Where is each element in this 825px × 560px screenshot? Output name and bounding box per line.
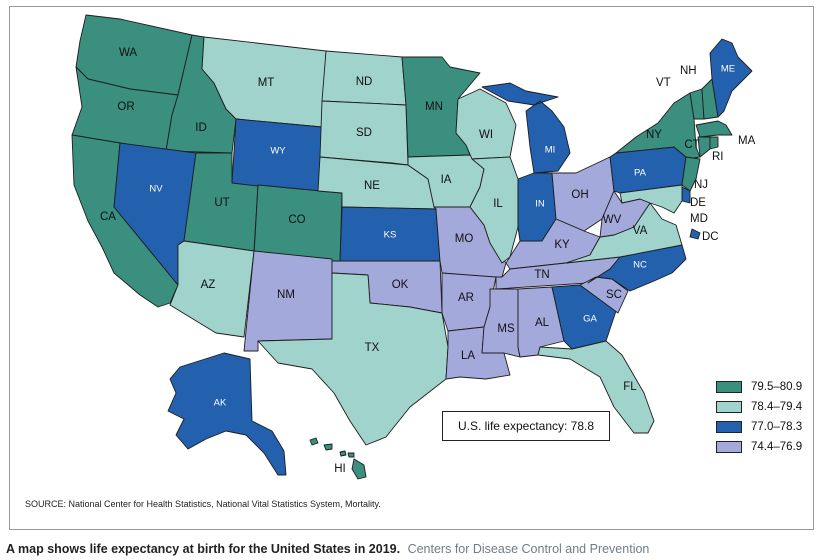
state-label-ga: GA	[583, 314, 597, 325]
state-label-oh: OH	[571, 189, 588, 201]
state-label-sd: SD	[356, 127, 372, 139]
legend-swatch	[716, 421, 742, 433]
state-label-ms: MS	[497, 323, 515, 335]
legend-item: 74.4–76.9	[716, 437, 802, 457]
state-label-nh: NH	[680, 65, 697, 77]
state-label-ar: AR	[458, 292, 474, 304]
state-label-ks: KS	[384, 230, 397, 241]
state-label-md: MD	[690, 213, 708, 225]
state-label-il: IL	[493, 198, 503, 210]
state-label-vt: VT	[656, 77, 671, 89]
state-ct	[697, 136, 711, 158]
legend-swatch	[716, 441, 742, 453]
state-label-ne: NE	[364, 180, 380, 192]
state-ny	[615, 92, 701, 160]
us-life-expectancy-text: U.S. life expectancy: 78.8	[457, 419, 595, 433]
state-dc	[689, 228, 701, 240]
legend: 79.5–80.9 78.4–79.4 77.0–78.3 74.4–76.9	[716, 377, 802, 457]
state-label-id: ID	[195, 122, 207, 134]
state-label-co: CO	[288, 214, 305, 226]
state-label-nv: NV	[149, 184, 163, 195]
state-label-ak: AK	[214, 398, 227, 409]
caption-credit: Centers for Disease Control and Preventi…	[407, 542, 650, 556]
state-label-wy: WY	[270, 146, 286, 157]
state-label-de: DE	[690, 197, 706, 209]
legend-item: 77.0–78.3	[716, 417, 802, 437]
state-label-az: AZ	[201, 279, 216, 291]
state-label-pa: PA	[634, 168, 647, 179]
state-label-ri: RI	[712, 151, 724, 163]
map-figure: WA OR CA ID NV UT AZ MT WY CO NM ND SD N…	[9, 6, 814, 530]
state-label-hi: HI	[334, 463, 346, 475]
state-label-wi: WI	[479, 129, 493, 141]
legend-item: 78.4–79.4	[716, 397, 802, 417]
state-label-mi: MI	[545, 145, 556, 156]
state-label-mo: MO	[455, 233, 474, 245]
state-label-nm: NM	[277, 289, 295, 301]
state-mi	[481, 82, 571, 174]
state-fl	[537, 340, 655, 434]
state-label-ny: NY	[646, 129, 662, 141]
state-label-al: AL	[535, 317, 550, 329]
caption-text: A map shows life expectancy at birth for…	[6, 542, 401, 556]
state-label-me: ME	[721, 64, 735, 75]
state-label-ma: MA	[738, 135, 756, 147]
state-label-ia: IA	[441, 174, 452, 186]
state-label-nd: ND	[356, 76, 373, 88]
state-label-mn: MN	[425, 101, 443, 113]
state-ma	[695, 120, 733, 138]
us-map: WA OR CA ID NV UT AZ MT WY CO NM ND SD N…	[71, 14, 756, 480]
state-label-la: LA	[461, 350, 475, 362]
state-me	[709, 38, 753, 118]
state-label-nc: NC	[633, 260, 647, 271]
state-label-wv: WV	[603, 214, 622, 226]
state-label-ok: OK	[392, 279, 409, 291]
legend-item: 79.5–80.9	[716, 377, 802, 397]
us-life-expectancy-box: U.S. life expectancy: 78.8	[442, 411, 610, 441]
state-label-ut: UT	[214, 197, 229, 209]
state-label-ca: CA	[100, 211, 116, 223]
state-hi	[309, 437, 367, 480]
state-sc	[579, 276, 629, 314]
state-label-tx: TX	[365, 342, 380, 354]
state-md	[619, 184, 683, 214]
state-label-in: IN	[535, 199, 545, 210]
legend-swatch	[716, 381, 742, 393]
state-il	[469, 156, 519, 264]
state-label-nj: NJ	[694, 179, 708, 191]
state-label-dc: DC	[702, 231, 719, 243]
legend-label: 74.4–76.9	[751, 441, 803, 453]
state-label-ct: CT	[684, 139, 699, 151]
state-label-ky: KY	[554, 239, 570, 251]
state-nj	[681, 156, 701, 192]
state-label-wa: WA	[119, 47, 137, 59]
state-ak	[167, 352, 287, 476]
state-label-tn: TN	[534, 269, 549, 281]
state-ri	[709, 136, 719, 150]
legend-label: 77.0–78.3	[751, 421, 803, 433]
state-label-mt: MT	[258, 77, 275, 89]
legend-swatch	[716, 401, 742, 413]
legend-label: 79.5–80.9	[751, 381, 803, 393]
state-label-or: OR	[117, 101, 134, 113]
image-caption: A map shows life expectancy at birth for…	[6, 542, 649, 556]
state-label-va: VA	[633, 225, 648, 237]
state-nc	[587, 244, 687, 292]
state-label-fl: FL	[623, 381, 637, 393]
state-label-sc: SC	[606, 289, 622, 301]
legend-label: 78.4–79.4	[751, 401, 803, 413]
source-note: SOURCE: National Center for Health Stati…	[25, 499, 381, 509]
